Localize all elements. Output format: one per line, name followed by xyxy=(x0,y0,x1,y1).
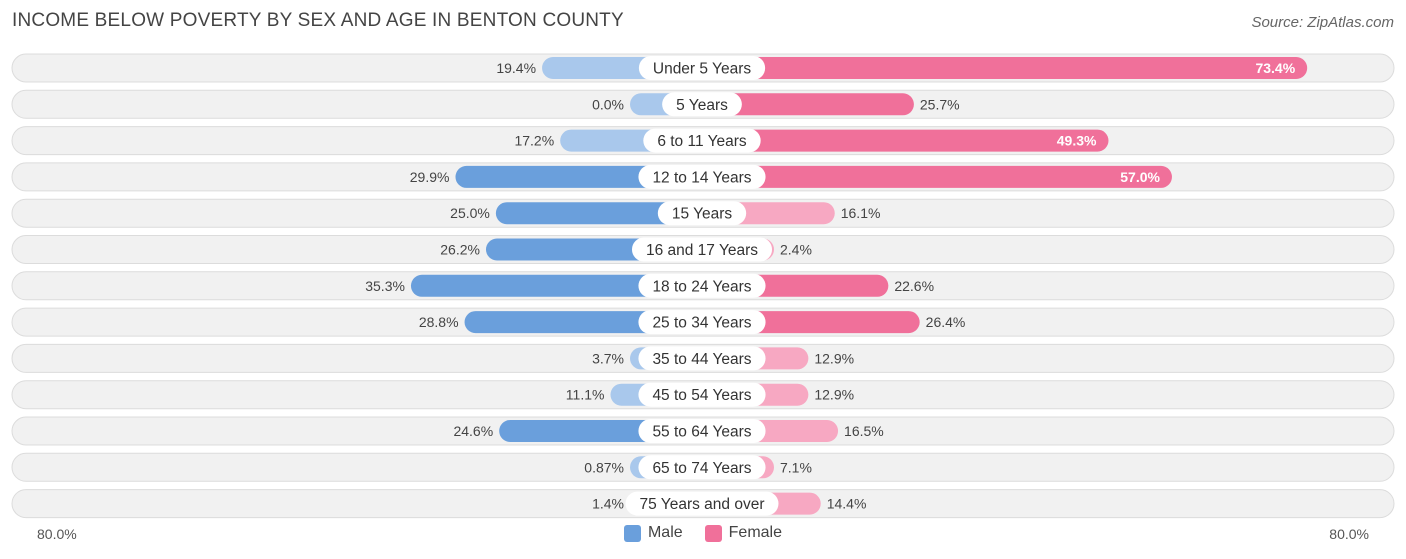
female-value-label: 7.1% xyxy=(780,459,812,475)
category-pill xyxy=(638,56,766,80)
category-pill xyxy=(657,201,747,226)
category-label: 5 Years xyxy=(676,97,728,114)
category-label: 12 to 14 Years xyxy=(652,169,751,186)
female-value-label: 49.3% xyxy=(1057,133,1097,149)
female-bar xyxy=(702,93,914,116)
male-value-label: 25.0% xyxy=(450,205,490,221)
category-pill xyxy=(638,273,766,298)
category-label: 15 Years xyxy=(672,206,733,223)
male-value-label: 28.8% xyxy=(419,314,459,330)
male-value-label: 19.4% xyxy=(496,60,536,76)
female-value-label: 12.9% xyxy=(814,387,854,403)
category-label: 45 to 54 Years xyxy=(652,387,751,404)
axis-label-left: 80.0% xyxy=(37,526,77,542)
category-pill xyxy=(625,491,779,516)
category-label: 35 to 44 Years xyxy=(652,351,751,368)
legend-label-male: Male xyxy=(647,524,683,541)
category-pill xyxy=(662,92,742,117)
female-bar xyxy=(702,165,1172,188)
male-value-label: 0.0% xyxy=(592,96,624,112)
female-value-label: 73.4% xyxy=(1255,60,1295,76)
category-label: 6 to 11 Years xyxy=(657,133,747,150)
female-value-label: 22.6% xyxy=(894,278,934,294)
female-value-label: 26.4% xyxy=(926,314,966,330)
female-bar xyxy=(702,129,1109,152)
category-pill xyxy=(638,455,766,480)
category-label: 75 Years and over xyxy=(640,496,765,513)
category-label: Under 5 Years xyxy=(653,61,751,78)
legend-item-male[interactable]: Male xyxy=(623,524,683,542)
female-value-label: 16.5% xyxy=(844,423,884,439)
category-label: 55 to 64 Years xyxy=(652,424,751,441)
female-swatch xyxy=(704,524,722,542)
chart-area: Under 5 Years 19.4% 73.4% 5 Years 0.0% 25.7% 6… xyxy=(11,53,1395,519)
male-value-label: 11.1% xyxy=(566,387,605,403)
category-pill xyxy=(631,237,773,262)
male-bar xyxy=(410,274,702,297)
female-value-label: 12.9% xyxy=(814,350,854,366)
male-value-label: 0.87% xyxy=(584,459,624,475)
male-value-label: 35.3% xyxy=(365,278,405,294)
female-value-label: 2.4% xyxy=(780,242,812,258)
category-label: 65 to 74 Years xyxy=(652,460,751,477)
legend-item-female[interactable]: Female xyxy=(704,524,783,542)
category-pill xyxy=(638,346,766,371)
category-label: 25 to 34 Years xyxy=(652,315,751,332)
male-swatch xyxy=(623,524,641,542)
legend-label-female: Female xyxy=(728,524,783,541)
male-value-label: 17.2% xyxy=(514,133,554,149)
category-pill xyxy=(638,419,766,443)
female-bar xyxy=(702,57,1308,79)
source-credit: Source: ZipAtlas.com xyxy=(1251,14,1394,31)
female-value-label: 57.0% xyxy=(1120,169,1160,185)
female-value-label: 16.1% xyxy=(841,205,881,221)
category-label: 16 and 17 Years xyxy=(646,242,758,259)
category-pill xyxy=(643,128,761,153)
male-bar xyxy=(495,202,702,225)
female-value-label: 25.7% xyxy=(920,96,960,112)
chart-title: INCOME BELOW POVERTY BY SEX AND AGE IN B… xyxy=(12,10,624,31)
axis-label-right: 80.0% xyxy=(1329,526,1369,542)
category-pill xyxy=(638,310,766,335)
category-label: 18 to 24 Years xyxy=(652,278,751,295)
male-value-label: 29.9% xyxy=(410,169,450,185)
male-value-label: 1.4% xyxy=(592,496,624,512)
category-pill xyxy=(638,164,766,189)
female-value-label: 14.4% xyxy=(827,496,867,512)
male-value-label: 3.7% xyxy=(592,350,624,366)
male-value-label: 24.6% xyxy=(453,423,493,439)
legend: Male Female xyxy=(0,524,1406,542)
male-value-label: 26.2% xyxy=(440,242,480,258)
category-pill xyxy=(638,382,766,407)
